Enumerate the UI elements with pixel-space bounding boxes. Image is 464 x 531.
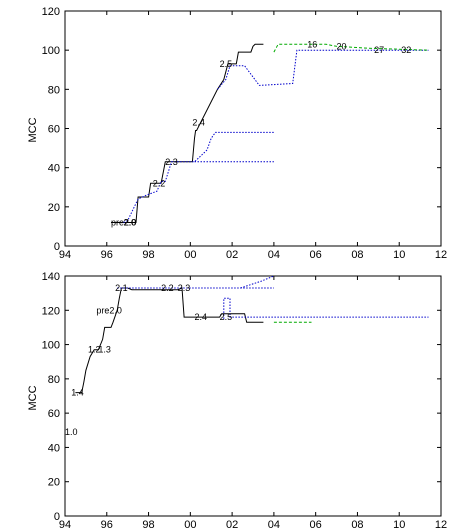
y-tick-label: 20 bbox=[48, 477, 60, 489]
y-axis-label: MCC bbox=[27, 117, 39, 142]
release-annotation: 1.3 bbox=[98, 345, 111, 355]
release-annotation: 20 bbox=[337, 41, 347, 51]
release-annotation: 2.2 bbox=[153, 178, 166, 188]
release-annotation: 2.5 bbox=[220, 59, 233, 69]
x-tick-label: 06 bbox=[310, 249, 322, 261]
x-tick-label: 08 bbox=[351, 519, 363, 531]
series-line-0-4 bbox=[273, 43, 429, 53]
plot-frame-1 bbox=[64, 275, 442, 517]
series-line-1-3 bbox=[240, 275, 275, 289]
x-tick-label: 06 bbox=[310, 519, 322, 531]
x-tick-label: 96 bbox=[101, 249, 113, 261]
series-line-1-0 bbox=[75, 287, 264, 394]
x-tick-label: 08 bbox=[351, 249, 363, 261]
x-tick-label: 00 bbox=[184, 519, 196, 531]
series-line-0-3 bbox=[217, 49, 429, 90]
x-tick-label: 94 bbox=[59, 519, 71, 531]
y-tick-label: 60 bbox=[48, 408, 60, 420]
release-annotation: pre2.0 bbox=[111, 218, 137, 228]
release-annotation: 2.3 bbox=[165, 157, 178, 167]
x-tick-label: 12 bbox=[435, 249, 447, 261]
x-tick-label: 04 bbox=[268, 249, 280, 261]
y-tick-label: 0 bbox=[54, 241, 60, 253]
x-tick-label: 98 bbox=[142, 249, 154, 261]
x-tick-label: 98 bbox=[142, 519, 154, 531]
y-tick-label: 100 bbox=[42, 45, 60, 57]
y-axis-label: MCC bbox=[27, 385, 39, 410]
y-tick-label: 40 bbox=[48, 163, 60, 175]
y-tick-label: 120 bbox=[42, 305, 60, 317]
y-tick-label: 80 bbox=[48, 374, 60, 386]
x-tick-label: 10 bbox=[393, 519, 405, 531]
y-tick-label: 100 bbox=[42, 340, 60, 352]
x-tick-label: 02 bbox=[226, 249, 238, 261]
y-tick-label: 80 bbox=[48, 84, 60, 96]
x-tick-label: 96 bbox=[101, 519, 113, 531]
release-annotation: 27 bbox=[374, 45, 384, 55]
x-tick-label: 00 bbox=[184, 249, 196, 261]
release-annotation: 16 bbox=[307, 39, 317, 49]
series-line-1-2 bbox=[223, 297, 429, 319]
release-annotation: 2.4 bbox=[195, 312, 208, 322]
release-annotation: 2.3 bbox=[178, 283, 191, 293]
release-annotation: 2.1 bbox=[115, 283, 128, 293]
release-annotation: 1.0 bbox=[65, 427, 78, 437]
y-tick-label: 20 bbox=[48, 202, 60, 214]
y-tick-label: 40 bbox=[48, 442, 60, 454]
series-line-0-0 bbox=[111, 43, 264, 223]
release-annotation: pre2.0 bbox=[96, 305, 122, 315]
release-annotation: 2.0 bbox=[123, 218, 136, 228]
y-tick-label: 120 bbox=[42, 6, 60, 18]
x-tick-label: 94 bbox=[59, 249, 71, 261]
x-tick-label: 04 bbox=[268, 519, 280, 531]
x-tick-label: 12 bbox=[435, 519, 447, 531]
release-annotation: 32 bbox=[401, 45, 411, 55]
release-annotation: 2.5 bbox=[220, 312, 233, 322]
release-annotation: 1.4 bbox=[71, 388, 84, 398]
release-annotation: 1.2 bbox=[88, 345, 101, 355]
x-tick-label: 10 bbox=[393, 249, 405, 261]
y-tick-label: 60 bbox=[48, 124, 60, 136]
series-line-0-1 bbox=[123, 131, 274, 223]
release-annotation: 2.2 bbox=[161, 283, 174, 293]
x-tick-label: 02 bbox=[226, 519, 238, 531]
y-tick-label: 0 bbox=[54, 511, 60, 523]
y-tick-label: 140 bbox=[42, 271, 60, 283]
release-annotation: 2.4 bbox=[192, 118, 205, 128]
